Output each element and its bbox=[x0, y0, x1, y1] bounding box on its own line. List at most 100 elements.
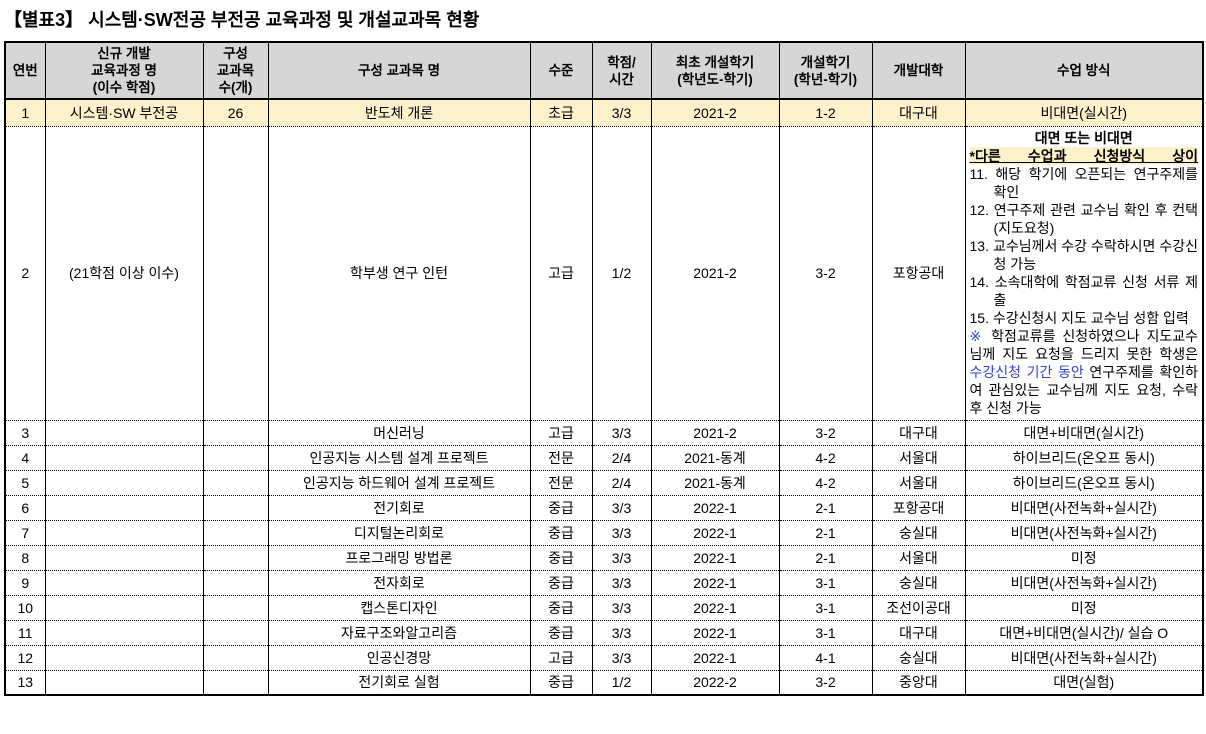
cell-curriculum bbox=[44, 569, 203, 595]
cell-credits: 3/3 bbox=[591, 519, 651, 545]
method-step: 15. 수강신청시 지도 교수님 성함 입력 bbox=[970, 309, 1199, 327]
cell-univ: 서울대 bbox=[871, 544, 965, 570]
header-label: 수(개) bbox=[218, 80, 253, 95]
cell-open_sem: 3-2 bbox=[778, 419, 872, 445]
cell-count bbox=[202, 494, 268, 520]
cell-method: 비대면(사전녹화+실시간) bbox=[964, 569, 1203, 595]
cell-open_sem: 3-1 bbox=[778, 619, 872, 645]
cell-count bbox=[202, 644, 268, 670]
table-row: 1 시스템·SW 부전공 26 반도체 개론 초급 3/3 2021-2 1-2 대구대 비대면(… bbox=[4, 98, 1203, 126]
note-highlighted-text: 수강신청 기간 동안 bbox=[969, 363, 1084, 380]
cell-no: 2 bbox=[4, 125, 45, 420]
cell-univ: 대구대 bbox=[871, 98, 965, 126]
cell-level: 중급 bbox=[529, 519, 592, 545]
note-text: 연구주제를 확인하여 관심있는 교수님께 지도 요청, 수락 후 신청 가능 bbox=[969, 363, 1199, 416]
header-label: 학점/ bbox=[607, 54, 636, 70]
cell-first_sem: 2021-2 bbox=[650, 125, 779, 420]
header-label: 최초 개설학기 bbox=[675, 54, 755, 70]
cell-first_sem: 2021-2 bbox=[650, 419, 779, 445]
header-cell-count: 구성 교과목 수(개) bbox=[202, 42, 268, 100]
cell-first_sem: 2022-1 bbox=[650, 594, 779, 620]
cell-credits: 2/4 bbox=[591, 444, 651, 470]
cell-first_sem: 2022-1 bbox=[650, 544, 779, 570]
header-label: 교과목 bbox=[216, 63, 255, 78]
cell-no: 7 bbox=[4, 519, 45, 545]
cell-univ: 숭실대 bbox=[871, 644, 965, 670]
table-row: 8 프로그래밍 방법론 중급 3/3 2022-1 2-1 서울대 미정 bbox=[4, 544, 1203, 570]
cell-level: 전문 bbox=[529, 444, 592, 470]
cell-first_sem: 2021-동계 bbox=[650, 444, 779, 470]
cell-method: 비대면(사전녹화+실시간) bbox=[964, 494, 1203, 520]
cell-curriculum bbox=[44, 544, 203, 570]
cell-first_sem: 2022-1 bbox=[650, 569, 779, 595]
header-label: 개설학기 bbox=[800, 54, 851, 70]
header-cell-curriculum: 신규 개발 교육과정 명 (이수 학점) bbox=[44, 42, 203, 100]
document-page: 【별표3】 시스템·SW전공 부전공 교육과정 및 개설교과목 현황 연번 신규 … bbox=[4, 10, 1204, 696]
method-step-text: 해당 학기에 오픈되는 연구주제를 확인 bbox=[993, 165, 1199, 200]
cell-count bbox=[202, 444, 268, 470]
cell-credits: 3/3 bbox=[591, 619, 651, 645]
method-step-text: 연구주제 관련 교수님 확인 후 컨택(지도요청) bbox=[993, 201, 1199, 236]
cell-course: 학부생 연구 인턴 bbox=[267, 125, 530, 420]
method-step: 12. 연구주제 관련 교수님 확인 후 컨택(지도요청) bbox=[970, 201, 1199, 237]
header-cell-method: 수업 방식 bbox=[964, 42, 1203, 100]
cell-curriculum bbox=[44, 669, 203, 695]
header-label: (학년-학기) bbox=[793, 71, 858, 87]
cell-univ: 숭실대 bbox=[871, 519, 965, 545]
cell-open_sem: 3-2 bbox=[778, 125, 872, 420]
cell-level: 중급 bbox=[529, 494, 592, 520]
cell-course: 전기회로 실험 bbox=[267, 669, 530, 695]
header-label: (이수 학점) bbox=[92, 80, 156, 95]
cell-course: 인공지능 하드웨어 설계 프로젝트 bbox=[267, 469, 530, 495]
header-cell-course: 구성 교과목 명 bbox=[267, 42, 530, 100]
cell-method: 비대면(실시간) bbox=[964, 98, 1203, 126]
table-row: 2 (21학점 이상 이수) 학부생 연구 인턴 고급 1/2 2021-2 3-2 포항공대… bbox=[4, 125, 1203, 420]
header-label: (학년도-학기) bbox=[677, 71, 753, 87]
cell-univ: 포항공대 bbox=[871, 125, 965, 420]
table-row: 11 자료구조와알고리즘 중급 3/3 2022-1 3-1 대구대 대면+비대면(실시간)/… bbox=[4, 619, 1203, 645]
cell-course: 자료구조와알고리즘 bbox=[267, 619, 530, 645]
method-step: 11. 해당 학기에 오픈되는 연구주제를 확인 bbox=[970, 165, 1199, 201]
cell-curriculum: (21학점 이상 이수) bbox=[44, 125, 203, 420]
method-step-number: 13. bbox=[969, 237, 989, 254]
method-note: ※ 학점교류를 신청하였으나 지도교수님께 지도 요청을 드리지 못한 학생은 … bbox=[970, 327, 1199, 417]
cell-curriculum bbox=[44, 519, 203, 545]
cell-open_sem: 4-2 bbox=[778, 469, 872, 495]
header-cell-no: 연번 bbox=[4, 42, 45, 100]
header-label: 시간 bbox=[609, 71, 634, 87]
cell-no: 5 bbox=[4, 469, 45, 495]
cell-credits: 3/3 bbox=[591, 544, 651, 570]
cell-credits: 3/3 bbox=[591, 98, 651, 126]
method-step-text: 수강신청시 지도 교수님 성함 입력 bbox=[992, 309, 1189, 326]
cell-credits: 3/3 bbox=[591, 494, 651, 520]
cell-count bbox=[202, 519, 268, 545]
cell-first_sem: 2021-동계 bbox=[650, 469, 779, 495]
method-step: 13. 교수님께서 수강 수락하시면 수강신청 가능 bbox=[970, 237, 1199, 273]
method-step: 14. 소속대학에 학점교류 신청 서류 제출 bbox=[970, 273, 1199, 309]
cell-method: 대면(실험) bbox=[964, 669, 1203, 695]
cell-credits: 2/4 bbox=[591, 469, 651, 495]
cell-course: 프로그래밍 방법론 bbox=[267, 544, 530, 570]
cell-open_sem: 3-2 bbox=[778, 669, 872, 695]
cell-method: 비대면(사전녹화+실시간) bbox=[964, 519, 1203, 545]
cell-method: 하이브리드(온오프 동시) bbox=[964, 444, 1203, 470]
cell-method: 대면 또는 비대면 *다른 수업과 신청방식 상이 11. 해당 학기에 오픈되는 … bbox=[964, 125, 1203, 420]
cell-curriculum bbox=[44, 494, 203, 520]
header-cell-credits: 학점/시간 bbox=[591, 42, 651, 100]
cell-no: 10 bbox=[4, 594, 45, 620]
cell-univ: 대구대 bbox=[871, 619, 965, 645]
cell-level: 중급 bbox=[529, 669, 592, 695]
cell-count bbox=[202, 569, 268, 595]
cell-level: 중급 bbox=[529, 569, 592, 595]
cell-univ: 조선이공대 bbox=[871, 594, 965, 620]
cell-count bbox=[202, 544, 268, 570]
header-label: 구성 교과목 명 bbox=[357, 63, 441, 78]
header-label: 신규 개발 bbox=[97, 46, 151, 61]
cell-credits: 3/3 bbox=[591, 569, 651, 595]
cell-curriculum bbox=[44, 419, 203, 445]
header-label: 연번 bbox=[12, 63, 38, 78]
cell-level: 전문 bbox=[529, 469, 592, 495]
cell-course: 전기회로 bbox=[267, 494, 530, 520]
cell-open_sem: 2-1 bbox=[778, 494, 872, 520]
cell-course: 인공신경망 bbox=[267, 644, 530, 670]
